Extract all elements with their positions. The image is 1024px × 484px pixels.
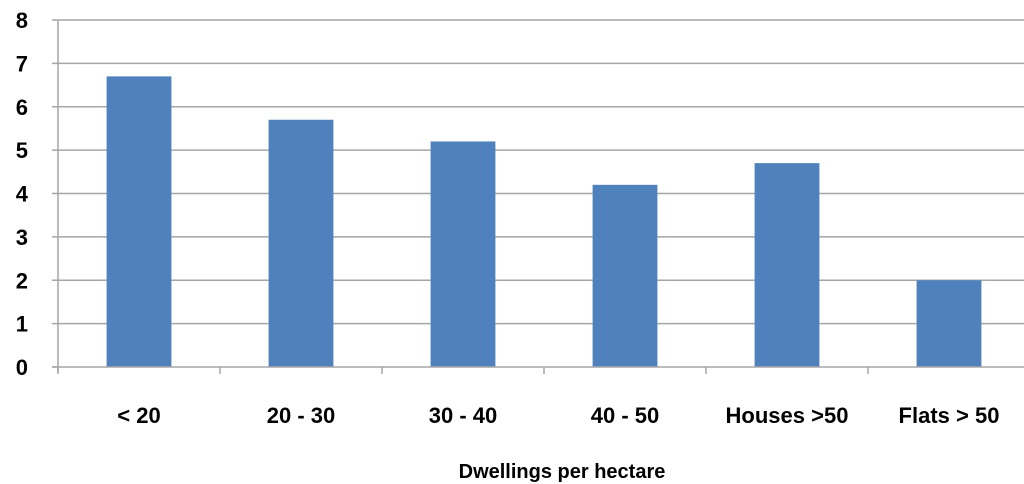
- y-tick-labels: 0 1 2 3 4 5 6 7 8: [16, 8, 29, 380]
- gridlines: [58, 19, 1024, 325]
- x-tick-label: Flats > 50: [899, 403, 1000, 428]
- x-tick-label: 40 - 50: [591, 403, 660, 428]
- bars: [106, 76, 982, 367]
- y-tick-label: 8: [16, 8, 28, 33]
- x-tick-label: 30 - 40: [429, 403, 498, 428]
- bar: [106, 76, 172, 367]
- y-tick-label: 3: [16, 225, 28, 250]
- bar: [268, 119, 334, 367]
- y-tick-label: 2: [16, 268, 28, 293]
- y-tick-label: 7: [16, 51, 28, 76]
- y-tick-label: 0: [16, 355, 28, 380]
- axes: [52, 19, 1024, 374]
- bar: [592, 184, 658, 367]
- x-tick-label: 20 - 30: [267, 403, 336, 428]
- x-tick-label: < 20: [117, 403, 160, 428]
- bar: [916, 280, 982, 367]
- x-tick-labels: < 20 20 - 30 30 - 40 40 - 50 Houses >50 Flats…: [117, 403, 999, 428]
- bar: [430, 141, 496, 367]
- y-tick-label: 6: [16, 95, 28, 120]
- y-tick-label: 5: [16, 138, 28, 163]
- y-tick-label: 4: [16, 182, 29, 207]
- x-tick-label: Houses >50: [726, 403, 849, 428]
- y-tick-label: 1: [16, 312, 28, 337]
- bar: [754, 163, 820, 367]
- x-axis-title: Dwellings per hectare: [459, 461, 666, 483]
